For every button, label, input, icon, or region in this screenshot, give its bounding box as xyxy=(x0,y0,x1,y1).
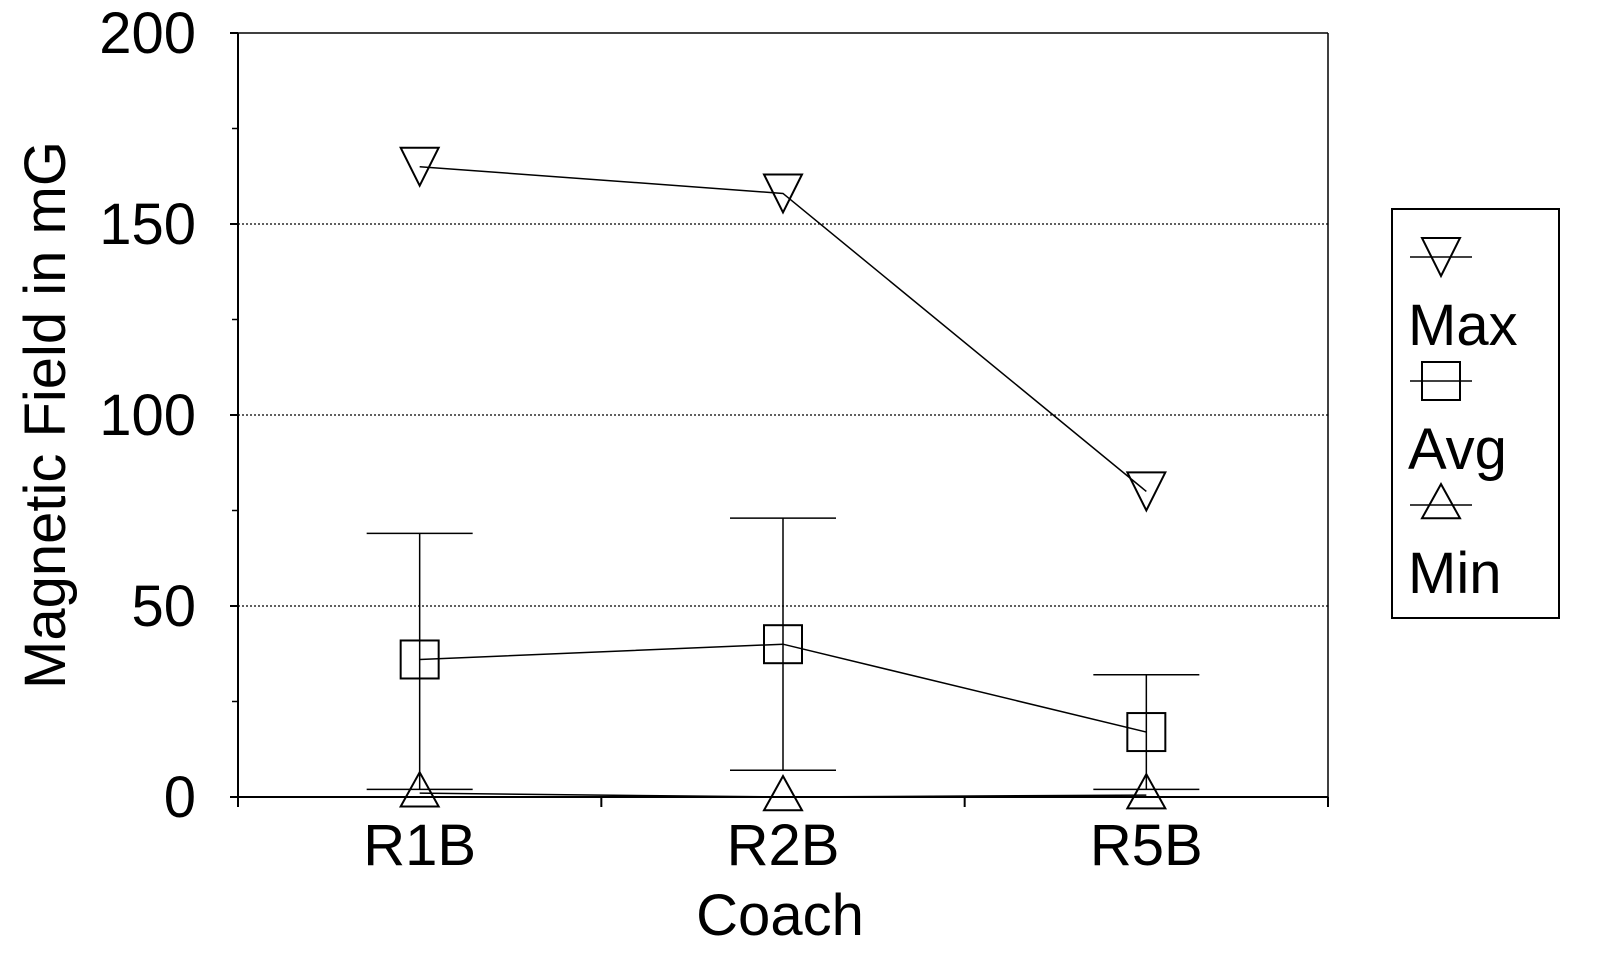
y-tick-label: 0 xyxy=(164,765,196,830)
x-tick-label-r1b: R1B xyxy=(363,813,476,878)
y-tick-label: 50 xyxy=(131,574,196,639)
series-layer xyxy=(398,146,1168,812)
legend-item-max: Max xyxy=(1408,237,1518,358)
point-min-r5b xyxy=(1125,772,1168,810)
point-max-r1b xyxy=(399,146,441,188)
label-layer: Coach Magnetic Field in mG xyxy=(13,141,864,948)
point-min-r2b xyxy=(762,774,804,812)
legend: Max Avg Min xyxy=(1391,208,1560,619)
series-line-max xyxy=(419,165,1147,492)
legend-item-min: Min xyxy=(1408,482,1501,606)
legend-label-max: Max xyxy=(1408,293,1518,358)
series-line-avg xyxy=(419,643,1147,733)
point-max-r5b xyxy=(1125,471,1167,513)
point-avg-r1b xyxy=(399,639,440,680)
legend-label-avg: Avg xyxy=(1408,417,1507,482)
legend-box xyxy=(1391,208,1560,619)
x-tick-label-r5b: R5B xyxy=(1090,813,1203,878)
x-tick-label-r2b: R2B xyxy=(727,813,840,878)
legend-item-avg: Avg xyxy=(1408,361,1507,482)
point-min-r1b xyxy=(398,770,441,808)
legend-marker-max xyxy=(1420,237,1462,279)
legend-marker-avg xyxy=(1421,361,1461,401)
y-tick-label: 100 xyxy=(99,383,196,448)
point-avg-r2b xyxy=(763,624,803,665)
y-axis-title: Magnetic Field in mG xyxy=(13,141,78,689)
point-max-r2b xyxy=(762,173,804,215)
legend-marker-min xyxy=(1420,482,1462,520)
point-avg-r5b xyxy=(1126,712,1167,753)
errorbar-layer xyxy=(366,517,1200,791)
y-tick-label: 200 xyxy=(99,1,196,66)
x-axis-title: Coach xyxy=(696,883,864,948)
axes-layer: 0 50 100 150 200 R1B R2B R5B xyxy=(99,1,1329,878)
legend-label-min: Min xyxy=(1408,541,1501,606)
series-line-min xyxy=(419,792,1147,798)
y-tick-label: 150 xyxy=(99,192,196,257)
